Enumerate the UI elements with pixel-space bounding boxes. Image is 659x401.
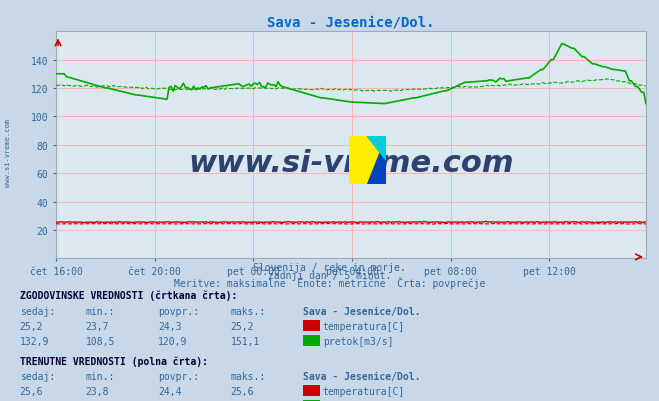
Text: 151,1: 151,1 xyxy=(231,336,260,346)
Text: www.si-vreme.com: www.si-vreme.com xyxy=(5,118,11,186)
Text: ZGODOVINSKE VREDNOSTI (črtkana črta):: ZGODOVINSKE VREDNOSTI (črtkana črta): xyxy=(20,290,237,301)
Text: 120,9: 120,9 xyxy=(158,336,188,346)
Text: 25,6: 25,6 xyxy=(20,386,43,396)
Text: 108,5: 108,5 xyxy=(86,336,115,346)
Text: 23,7: 23,7 xyxy=(86,321,109,331)
Text: min.:: min.: xyxy=(86,371,115,381)
Text: temperatura[C]: temperatura[C] xyxy=(323,321,405,331)
Title: Sava - Jesenice/Dol.: Sava - Jesenice/Dol. xyxy=(267,16,435,30)
Text: 25,2: 25,2 xyxy=(231,321,254,331)
Text: min.:: min.: xyxy=(86,306,115,316)
Text: pretok[m3/s]: pretok[m3/s] xyxy=(323,336,393,346)
Text: 24,4: 24,4 xyxy=(158,386,182,396)
Text: 132,9: 132,9 xyxy=(20,336,49,346)
Text: zadnji dan / 5 minut.: zadnji dan / 5 minut. xyxy=(268,271,391,281)
Text: sedaj:: sedaj: xyxy=(20,371,55,381)
Polygon shape xyxy=(368,136,386,160)
Text: povpr.:: povpr.: xyxy=(158,371,199,381)
Text: Sava - Jesenice/Dol.: Sava - Jesenice/Dol. xyxy=(303,306,420,316)
Text: sedaj:: sedaj: xyxy=(20,306,55,316)
Text: 23,8: 23,8 xyxy=(86,386,109,396)
Text: www.si-vreme.com: www.si-vreme.com xyxy=(188,149,514,178)
Text: Slovenija / reke in morje.: Slovenija / reke in morje. xyxy=(253,263,406,273)
Text: 25,2: 25,2 xyxy=(20,321,43,331)
Text: maks.:: maks.: xyxy=(231,371,266,381)
Text: povpr.:: povpr.: xyxy=(158,306,199,316)
Text: maks.:: maks.: xyxy=(231,306,266,316)
Text: temperatura[C]: temperatura[C] xyxy=(323,386,405,396)
Text: 24,3: 24,3 xyxy=(158,321,182,331)
Text: Meritve: maksimalne  Enote: metrične  Črta: povprečje: Meritve: maksimalne Enote: metrične Črta… xyxy=(174,277,485,289)
Text: TRENUTNE VREDNOSTI (polna črta):: TRENUTNE VREDNOSTI (polna črta): xyxy=(20,355,208,366)
Polygon shape xyxy=(368,136,386,184)
Text: Sava - Jesenice/Dol.: Sava - Jesenice/Dol. xyxy=(303,371,420,381)
Text: 25,6: 25,6 xyxy=(231,386,254,396)
